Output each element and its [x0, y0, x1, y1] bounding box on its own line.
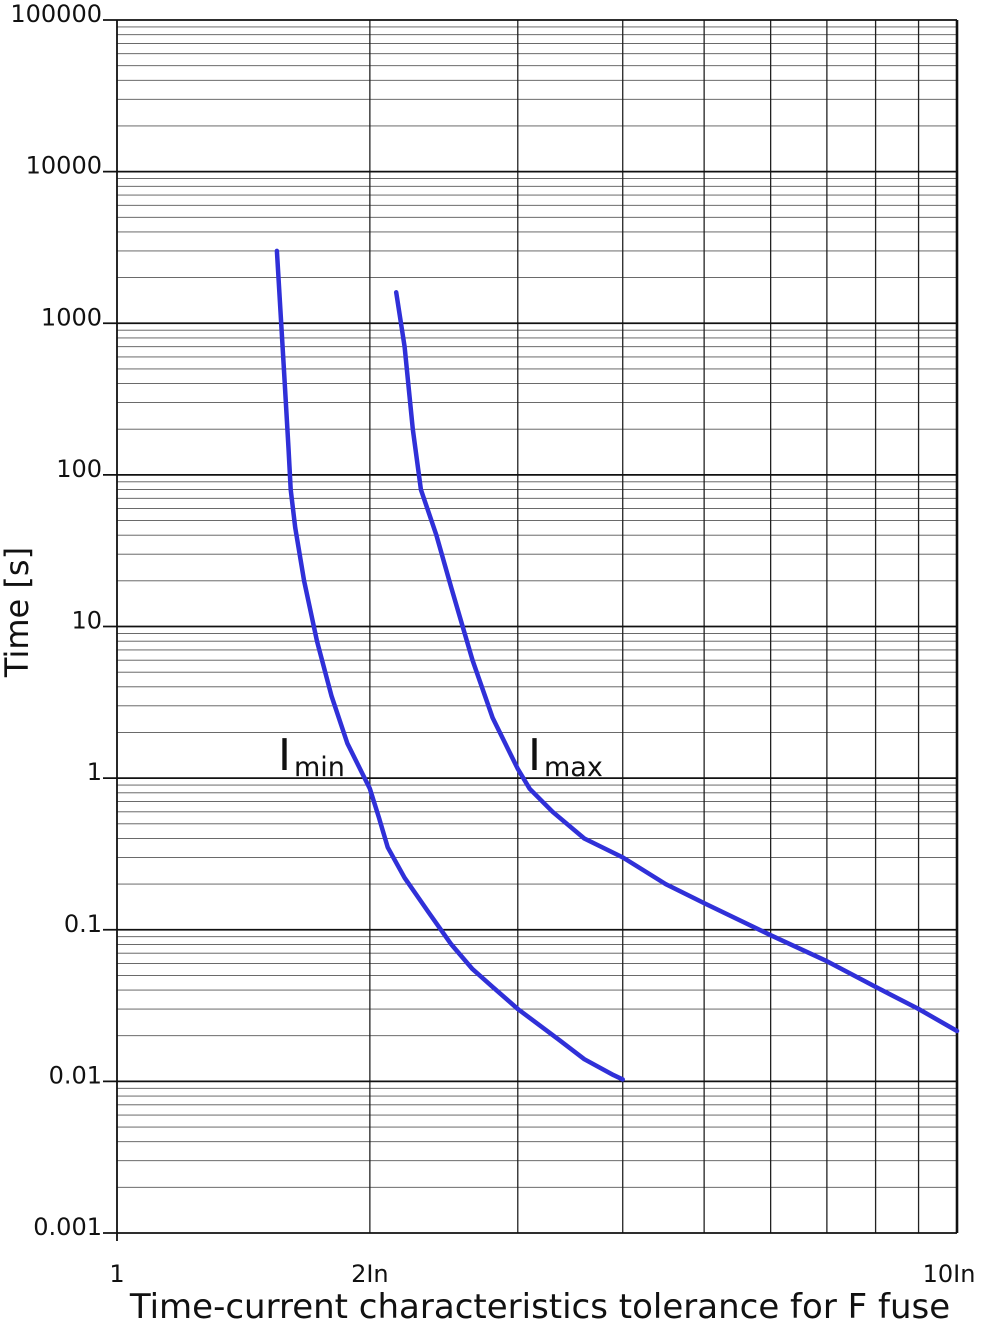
x-tick-labels: 1 2In 10In — [109, 1260, 975, 1288]
y-tick-label: 10 — [71, 607, 102, 635]
curve-label-main: I — [278, 730, 291, 781]
series-layer — [274, 248, 960, 1082]
y-tick-label: 0.1 — [64, 910, 102, 938]
y-tick-labels: 0.001 0.01 0.1 1 10 100 1000 10000 100000 — [10, 0, 102, 1241]
minor-grid — [117, 26, 957, 1188]
x-tick-label: 1 — [109, 1260, 124, 1288]
series-line-imax — [393, 290, 960, 1034]
plot-frame — [116, 20, 959, 1241]
y-axis-title: Time [s] — [0, 547, 36, 678]
y-tick-label: 0.01 — [49, 1061, 102, 1089]
x-tick-label: 10In — [923, 1260, 976, 1288]
y-tick-label: 1000 — [41, 303, 102, 331]
x-tick-label: 2In — [351, 1260, 389, 1288]
y-tick-label: 100 — [56, 455, 102, 483]
curve-label-main: I — [528, 730, 541, 781]
y-tick-label: 10000 — [26, 152, 102, 180]
y-tick-label: 1 — [87, 758, 102, 786]
series-line-imin — [274, 248, 625, 1082]
curve-label-sub: max — [544, 752, 603, 783]
x-axis-title: Time-current characteristics tolerance f… — [129, 1287, 950, 1327]
y-tick-label: 0.001 — [33, 1213, 102, 1241]
y-tick-label: 100000 — [10, 0, 102, 28]
curve-label-sub: min — [294, 752, 345, 783]
major-grid — [103, 19, 957, 1234]
